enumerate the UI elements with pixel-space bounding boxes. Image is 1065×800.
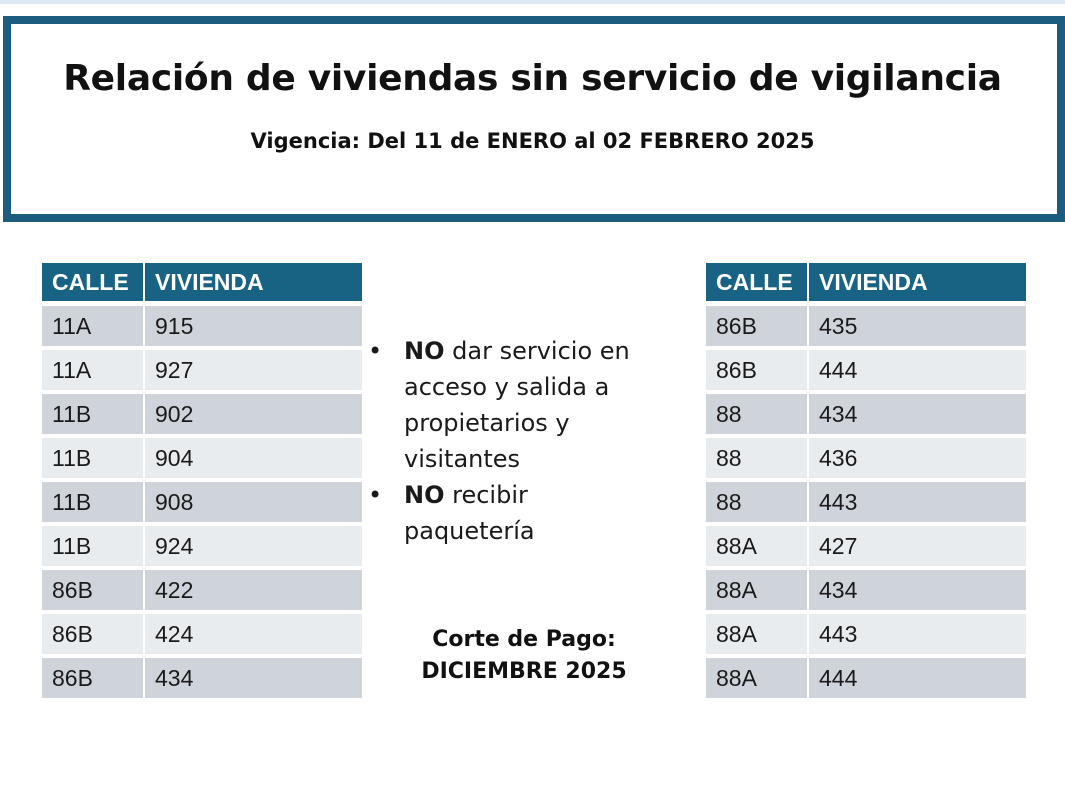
- vivienda-cell: 435: [809, 304, 1026, 348]
- calle-cell: 11B: [42, 480, 145, 524]
- calle-cell: 88: [706, 480, 809, 524]
- vivienda-cell: 443: [809, 612, 1026, 656]
- vivienda-cell: 902: [145, 392, 362, 436]
- table-row: 88A 427: [706, 524, 1026, 568]
- calle-cell: 88A: [706, 568, 809, 612]
- note-text: recibir paquetería: [404, 481, 535, 545]
- vivienda-cell: 434: [809, 392, 1026, 436]
- table-row: 86B 435: [706, 304, 1026, 348]
- payment-cutoff-value: DICIEMBRE 2025: [421, 659, 627, 684]
- restrictions-list: • NO dar servicio en acceso y salida a p…: [368, 333, 658, 549]
- vivienda-cell: 924: [145, 524, 362, 568]
- vivienda-cell: 436: [809, 436, 1026, 480]
- validity-subtitle: Vigencia: Del 11 de ENERO al 02 FEBRERO …: [250, 129, 815, 153]
- table-row: 88 443: [706, 480, 1026, 524]
- houses-table-right: CALLE VIVIENDA 86B 435 86B 444 88 434 88…: [706, 263, 1026, 700]
- table-header-row: CALLE VIVIENDA: [706, 263, 1026, 304]
- table-row: 11A 915: [42, 304, 362, 348]
- payment-cutoff: Corte de Pago: DICIEMBRE 2025: [394, 624, 654, 688]
- vivienda-cell: 434: [809, 568, 1026, 612]
- emphasis-text: NO: [404, 481, 445, 509]
- emphasis-text: NO: [404, 337, 445, 365]
- top-strip: [0, 0, 1065, 4]
- table-row: 88A 444: [706, 656, 1026, 700]
- calle-cell: 88: [706, 392, 809, 436]
- table-row: 88A 443: [706, 612, 1026, 656]
- vivienda-cell: 424: [145, 612, 362, 656]
- column-header-vivienda: VIVIENDA: [809, 263, 1026, 304]
- vivienda-cell: 444: [809, 348, 1026, 392]
- table-row: 86B 444: [706, 348, 1026, 392]
- table-row: 86B 434: [42, 656, 362, 700]
- vivienda-cell: 927: [145, 348, 362, 392]
- calle-cell: 11B: [42, 524, 145, 568]
- calle-cell: 88A: [706, 656, 809, 700]
- calle-cell: 86B: [706, 304, 809, 348]
- column-header-calle: CALLE: [42, 263, 145, 304]
- vivienda-cell: 444: [809, 656, 1026, 700]
- table-row: 11B 904: [42, 436, 362, 480]
- vivienda-cell: 434: [145, 656, 362, 700]
- payment-cutoff-label: Corte de Pago:: [432, 627, 616, 652]
- table-row: 11B 924: [42, 524, 362, 568]
- calle-cell: 11B: [42, 392, 145, 436]
- table-row: 88 434: [706, 392, 1026, 436]
- vivienda-cell: 904: [145, 436, 362, 480]
- table-row: 11A 927: [42, 348, 362, 392]
- calle-cell: 11A: [42, 348, 145, 392]
- table-row: 11B 908: [42, 480, 362, 524]
- calle-cell: 11A: [42, 304, 145, 348]
- table-row: 86B 424: [42, 612, 362, 656]
- calle-cell: 88: [706, 436, 809, 480]
- calle-cell: 86B: [42, 568, 145, 612]
- page-title: Relación de viviendas sin servicio de vi…: [63, 58, 1002, 99]
- list-item: • NO dar servicio en acceso y salida a p…: [368, 333, 658, 477]
- vivienda-cell: 427: [809, 524, 1026, 568]
- calle-cell: 11B: [42, 436, 145, 480]
- calle-cell: 88A: [706, 524, 809, 568]
- vivienda-cell: 422: [145, 568, 362, 612]
- vivienda-cell: 443: [809, 480, 1026, 524]
- table-header-row: CALLE VIVIENDA: [42, 263, 362, 304]
- bullet-icon: •: [368, 481, 383, 509]
- table-row: 88 436: [706, 436, 1026, 480]
- table-row: 11B 902: [42, 392, 362, 436]
- calle-cell: 86B: [706, 348, 809, 392]
- list-item: • NO recibir paquetería: [368, 477, 658, 549]
- houses-table-left: CALLE VIVIENDA 11A 915 11A 927 11B 902 1…: [42, 263, 362, 700]
- vivienda-cell: 908: [145, 480, 362, 524]
- table-row: 86B 422: [42, 568, 362, 612]
- vivienda-cell: 915: [145, 304, 362, 348]
- column-header-calle: CALLE: [706, 263, 809, 304]
- bullet-icon: •: [368, 337, 383, 365]
- column-header-vivienda: VIVIENDA: [145, 263, 362, 304]
- calle-cell: 86B: [42, 612, 145, 656]
- calle-cell: 86B: [42, 656, 145, 700]
- table-row: 88A 434: [706, 568, 1026, 612]
- note-text: dar servicio en acceso y salida a propie…: [404, 337, 630, 473]
- calle-cell: 88A: [706, 612, 809, 656]
- header-box: [3, 16, 1065, 222]
